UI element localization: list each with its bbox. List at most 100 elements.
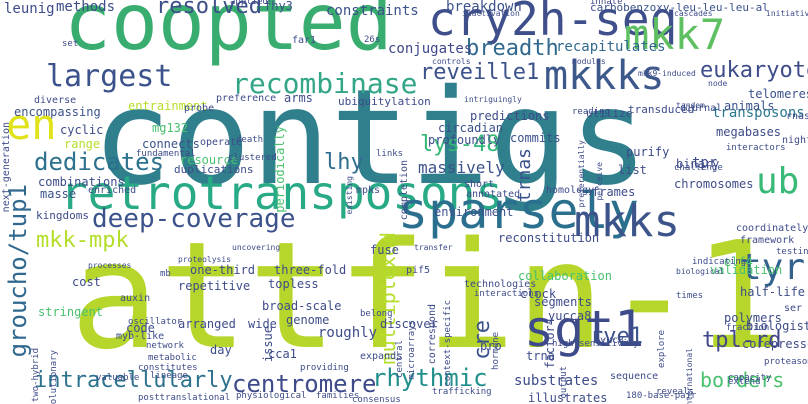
cloud-word: proteasomal (764, 357, 808, 367)
cloud-word: largest (46, 59, 173, 94)
cloud-word: three-fold (274, 263, 347, 277)
cloud-word: explore (657, 330, 667, 368)
cloud-word: belong (360, 309, 393, 319)
cloud-word: retrotransposons (60, 166, 504, 220)
cloud-word: coopted (64, 0, 393, 68)
cloud-word: capacity (728, 373, 772, 383)
cloud-word: consensus (352, 395, 401, 404)
cloud-word: tandem (676, 101, 705, 110)
cloud-word: evolutionary (49, 350, 59, 404)
cloud-word: massively (418, 158, 505, 177)
cloud-word: list (618, 163, 647, 177)
cloud-word: myb-like (116, 331, 165, 342)
cloud-word: wide (248, 317, 277, 331)
cloud-word: international (685, 348, 694, 404)
cloud-word: rhythmic (372, 364, 488, 392)
cloud-word: arranged (178, 317, 236, 331)
cloud-word: fundamental (136, 149, 196, 159)
cloud-word: clock (520, 287, 557, 301)
cloud-word: mb (160, 269, 171, 279)
cloud-word: leunig (4, 1, 55, 17)
cloud-word: mkk9-induced (638, 69, 696, 78)
cloud-word: resolved (156, 0, 262, 19)
cloud-word: probe (184, 103, 215, 114)
cloud-word: reconstitution (498, 231, 600, 245)
cloud-word: recapitulates (556, 39, 666, 55)
cloud-word: circadian (438, 121, 504, 135)
cloud-word: transduced (628, 103, 695, 116)
cloud-word: borders (700, 368, 785, 392)
cloud-word: ub (756, 161, 800, 202)
cloud-word: day (210, 343, 232, 357)
cloud-word: encompassing (14, 105, 101, 119)
cloud-word: mkkks (544, 53, 665, 99)
cloud-word: segments (534, 295, 592, 309)
cloud-word: providing (300, 363, 349, 373)
cloud-word: uncovering (232, 243, 281, 252)
cloud-word: reading (572, 107, 610, 117)
cloud-word: animals (724, 99, 775, 113)
cloud-word: far1 (292, 35, 317, 46)
cloud-word: rnas (786, 111, 808, 122)
cloud-word: range (64, 137, 101, 151)
cloud-word: combinations (38, 175, 125, 189)
cloud-word: posttranslational (138, 393, 231, 403)
cloud-word: discover (380, 317, 438, 331)
cloud-word: stringent (38, 305, 104, 319)
cloud-word: periodically (273, 126, 287, 213)
cloud-word: context-specific (443, 300, 453, 387)
cloud-word: ser (784, 303, 803, 314)
cloud-word: entrainment (128, 99, 208, 113)
cloud-word: controls (432, 57, 471, 66)
cloud-word: ubiquitylation (338, 95, 431, 108)
cloud-word: megabases (716, 125, 782, 139)
cloud-word: operate (200, 137, 243, 148)
cloud-word: mkk7 (624, 10, 726, 59)
cloud-word: environment (434, 205, 514, 219)
cloud-word: issue (261, 326, 275, 363)
cloud-word: biologists (746, 319, 808, 333)
cloud-word: cca1 (268, 347, 297, 361)
cloud-word: oscillator (128, 317, 183, 327)
cloud-word: physiological (236, 391, 307, 401)
cloud-word: binary (676, 157, 720, 171)
cloud-word: indicating (692, 257, 747, 267)
cloud-word: telomeres (748, 87, 808, 101)
cloud-word: innate (590, 0, 623, 7)
cloud-word: illustrates (528, 391, 608, 404)
cloud-word: sequence (610, 371, 659, 382)
cloud-word: lys-48 (420, 132, 500, 157)
cloud-word: intriguingly (464, 95, 522, 104)
cloud-word: tyr (740, 247, 806, 288)
cloud-word: transposons (712, 105, 805, 121)
cloud-word: connects (142, 137, 200, 151)
cloud-word: coordinately (736, 223, 808, 234)
cloud-word: metabolic (148, 353, 197, 363)
cloud-word: cost (72, 275, 101, 289)
cloud-word: validation (710, 263, 783, 277)
cloud-word: preference (216, 93, 277, 104)
cloud-word: cascades (674, 9, 713, 18)
cloud-word: attfin-1 (70, 210, 783, 382)
cloud-word: times (676, 291, 704, 301)
cloud-word: links (376, 149, 404, 159)
cloud-word: existing (345, 176, 354, 215)
cloud-word: diurnal (680, 103, 723, 114)
cloud-word: masse (40, 187, 77, 201)
cloud-word: fraction (726, 323, 770, 333)
cloud-word: node (708, 79, 728, 88)
cloud-word: corepressors (742, 337, 808, 351)
cloud-word: mg132 (152, 121, 189, 135)
cloud-word: tpr (692, 155, 718, 171)
cloud-word: sparsely (398, 182, 639, 240)
cloud-word: 26s (364, 35, 381, 45)
cloud-word: rve1 (590, 324, 643, 349)
cloud-word: reveille1 (420, 60, 540, 85)
cloud-word: transfer (414, 243, 453, 252)
cloud-word: inactivation (462, 9, 520, 18)
cloud-word: genome (286, 313, 330, 327)
cloud-word: duplications (174, 163, 254, 176)
cloud-word: roughly (318, 325, 378, 341)
cloud-word: short (464, 179, 495, 190)
cloud-word: network (146, 341, 184, 351)
